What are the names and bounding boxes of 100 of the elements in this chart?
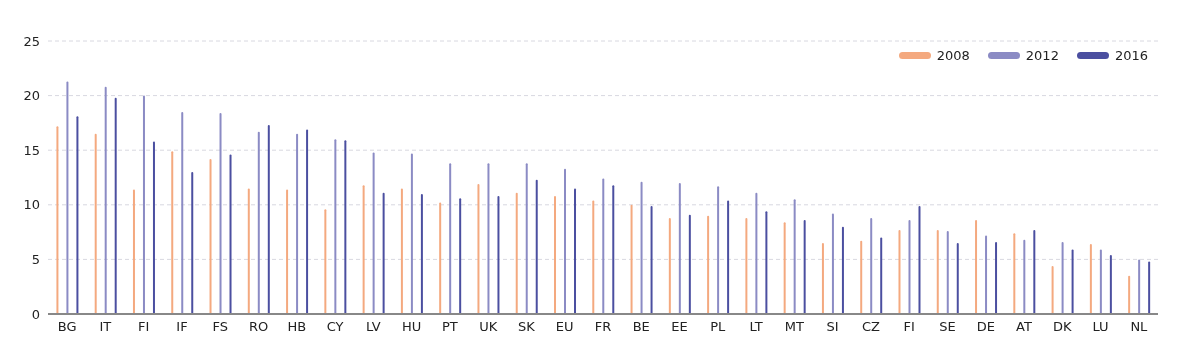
bar [630,204,633,314]
bar [688,214,691,314]
x-tick-label: RO [248,319,269,335]
x-tick-label: HB [287,319,307,335]
bar [296,133,299,314]
bar [745,217,748,314]
bar [707,215,710,314]
y-tick-label: 15 [23,142,40,158]
bar [1138,259,1141,314]
bar [1013,233,1016,314]
bar [229,154,232,314]
bar [1148,261,1151,314]
bar [267,125,270,314]
bar [191,172,194,314]
x-tick-label: NL [1130,319,1149,335]
bar [400,188,403,314]
bar [209,158,212,314]
bar [114,97,117,314]
bar [497,196,500,314]
bar [554,196,557,314]
bar [564,168,567,314]
x-tick-label: CZ [861,319,881,335]
bar [362,185,365,314]
bar [1128,275,1131,314]
bar [956,243,959,314]
bar [449,163,452,314]
bar [324,209,327,314]
x-tick-label: MT [784,319,805,335]
x-tick-label: FI [903,319,915,335]
bar [132,189,135,314]
x-tick-label: PT [442,319,458,335]
bar [344,140,347,314]
x-tick-label: LT [749,319,763,335]
bar [334,139,337,314]
bar [898,229,901,314]
x-tick-label: EE [671,319,688,335]
bar [946,231,949,314]
bar [668,217,671,314]
legend-label: 2012 [1025,48,1059,63]
x-tick-label: EU [555,319,574,335]
bar [286,189,289,314]
y-tick-label: 20 [23,88,40,104]
x-tick-label: LU [1092,319,1109,335]
bar [152,141,155,314]
y-tick-label: 0 [31,306,40,322]
bar [612,185,615,314]
bar [880,237,883,314]
bar [382,192,385,314]
bar [76,116,79,314]
bar [727,200,730,314]
bar [918,205,921,314]
bar [56,126,59,314]
bar [574,188,577,314]
bar [908,220,911,314]
x-tick-label: FI [138,319,150,335]
x-tick-label: IF [176,319,188,335]
bar [975,220,978,314]
bar [592,200,595,314]
bar [1109,255,1112,314]
bar [678,182,681,314]
x-tick-label: SI [826,319,839,335]
bar [459,198,462,314]
x-tick-label: UK [479,319,498,335]
y-tick-label: 25 [23,33,40,49]
legend-label: 2008 [936,48,970,63]
x-tick-label: HU [401,319,422,335]
bar [1089,244,1092,314]
bar [372,152,375,314]
bar [793,199,796,314]
bar [535,179,538,314]
bar [257,131,260,314]
x-tick-label: CY [326,319,344,335]
bar [803,220,806,314]
x-tick-label: IT [99,319,112,335]
bar [247,188,250,314]
bar [831,213,834,314]
x-tick-label: SK [518,319,536,335]
bar [755,192,758,314]
bar [219,113,222,314]
bar [995,241,998,314]
y-tick-label: 10 [23,197,40,213]
bar [410,153,413,314]
bar [602,178,605,314]
bar [306,129,309,314]
bar [1033,229,1036,314]
legend-label: 2016 [1114,48,1148,63]
bar [66,81,69,314]
bar [821,243,824,314]
x-tick-label: FR [594,319,612,335]
bar [487,163,490,314]
bar [477,184,480,314]
bar [1051,265,1054,314]
x-tick-label: AT [1016,319,1032,335]
bar [860,240,863,314]
bar [650,205,653,314]
x-tick-label: DE [976,319,995,335]
bar [985,235,988,314]
x-tick-label: PL [710,319,727,335]
x-tick-label: FS [212,319,228,335]
bar [439,202,442,314]
